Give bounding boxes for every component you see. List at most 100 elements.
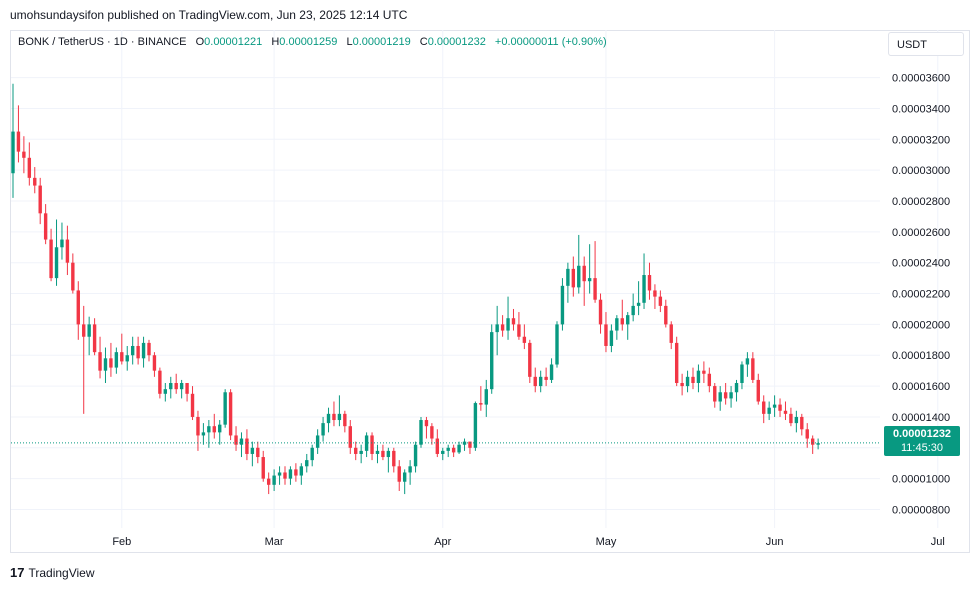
close-value: 0.00001232 (427, 36, 486, 48)
candle-body (33, 177, 37, 186)
candle (283, 466, 287, 485)
time-axis: Feb Mar Apr May Jun Jul (112, 536, 945, 548)
candle (33, 167, 37, 194)
candle-body (609, 330, 614, 346)
candle (674, 336, 679, 387)
candle (354, 441, 358, 461)
candle-body (571, 268, 576, 288)
candle (152, 352, 157, 377)
candle-body (179, 383, 184, 390)
candle-body (789, 413, 793, 424)
candle-body (473, 403, 478, 448)
y-tick-label: 0.00003600 (892, 73, 950, 85)
candle-body (713, 386, 717, 402)
candle-body (54, 247, 59, 279)
candle-body (490, 332, 494, 390)
candle-body (332, 413, 336, 421)
change-value: +0.00000011 (+0.90%) (494, 36, 607, 48)
candle (364, 432, 369, 458)
candle-body (805, 429, 809, 439)
candle-body (729, 392, 733, 399)
candle (734, 379, 739, 402)
candle (386, 447, 391, 473)
candle-body (326, 413, 331, 424)
candle (326, 407, 331, 433)
y-tick-label: 0.00001000 (892, 474, 950, 486)
candle (669, 321, 673, 350)
candle-body (60, 239, 64, 248)
candle-body (669, 324, 673, 343)
candle-body (441, 450, 445, 454)
candle (114, 347, 119, 374)
y-tick-label: 0.00001800 (892, 350, 950, 362)
candle-body (555, 324, 559, 365)
candle (702, 361, 706, 384)
candle (740, 361, 744, 390)
open-label: O (195, 36, 205, 48)
candle-body (120, 352, 124, 362)
candle-body (756, 379, 760, 402)
candle-body (723, 392, 728, 399)
candle-body (228, 392, 233, 436)
candle (228, 389, 233, 441)
candle-body (816, 443, 820, 445)
candle (794, 410, 799, 433)
y-tick-label: 0.00001600 (892, 381, 950, 393)
candle (179, 379, 184, 399)
candle-body (71, 262, 75, 291)
candle-body (495, 324, 499, 333)
candle (626, 312, 630, 340)
candle (92, 318, 97, 356)
candle-body (800, 416, 804, 430)
candle (587, 244, 592, 294)
candle-body (544, 376, 548, 380)
candle-body (343, 413, 347, 427)
candle (538, 370, 543, 393)
candle (566, 262, 570, 303)
candle-body (751, 358, 755, 380)
candle (141, 336, 146, 368)
candle-body (245, 438, 249, 454)
candle (696, 364, 701, 393)
y-tick-label: 0.00003400 (892, 103, 950, 115)
candle (272, 469, 276, 491)
candle-body (408, 466, 412, 473)
candle (555, 321, 559, 368)
candle (337, 395, 342, 427)
candle (82, 305, 86, 414)
candle-body (103, 358, 108, 371)
candle-body (674, 342, 679, 384)
candle-body (424, 420, 429, 427)
chart-frame (10, 30, 970, 553)
candle-body (386, 450, 391, 458)
candle (745, 352, 750, 377)
candle-body (658, 296, 663, 306)
candle-body (250, 447, 255, 454)
high-value: 0.00001259 (279, 36, 338, 48)
candle (201, 423, 206, 445)
candle (582, 256, 586, 306)
candle-body (239, 438, 244, 445)
candle-body (566, 268, 570, 286)
candle (658, 290, 663, 313)
candle (109, 342, 113, 377)
candle-body (511, 318, 516, 325)
candle-body (517, 324, 521, 337)
candle-body (696, 370, 701, 384)
candle-body (778, 404, 782, 411)
candle-body (810, 438, 815, 445)
candle (11, 83, 15, 198)
candle (245, 429, 249, 461)
candle-body (397, 466, 401, 482)
candle (266, 472, 271, 495)
y-tick-label: 0.00002600 (892, 227, 950, 239)
currency-button[interactable]: USDT (888, 32, 964, 56)
candle (158, 367, 162, 399)
candle-body (266, 478, 271, 485)
candle-body (707, 373, 712, 387)
candle-body (664, 305, 668, 325)
candle-body (27, 157, 32, 178)
tradingview-branding[interactable]: 17 TradingView (10, 565, 95, 580)
candle (375, 444, 380, 464)
